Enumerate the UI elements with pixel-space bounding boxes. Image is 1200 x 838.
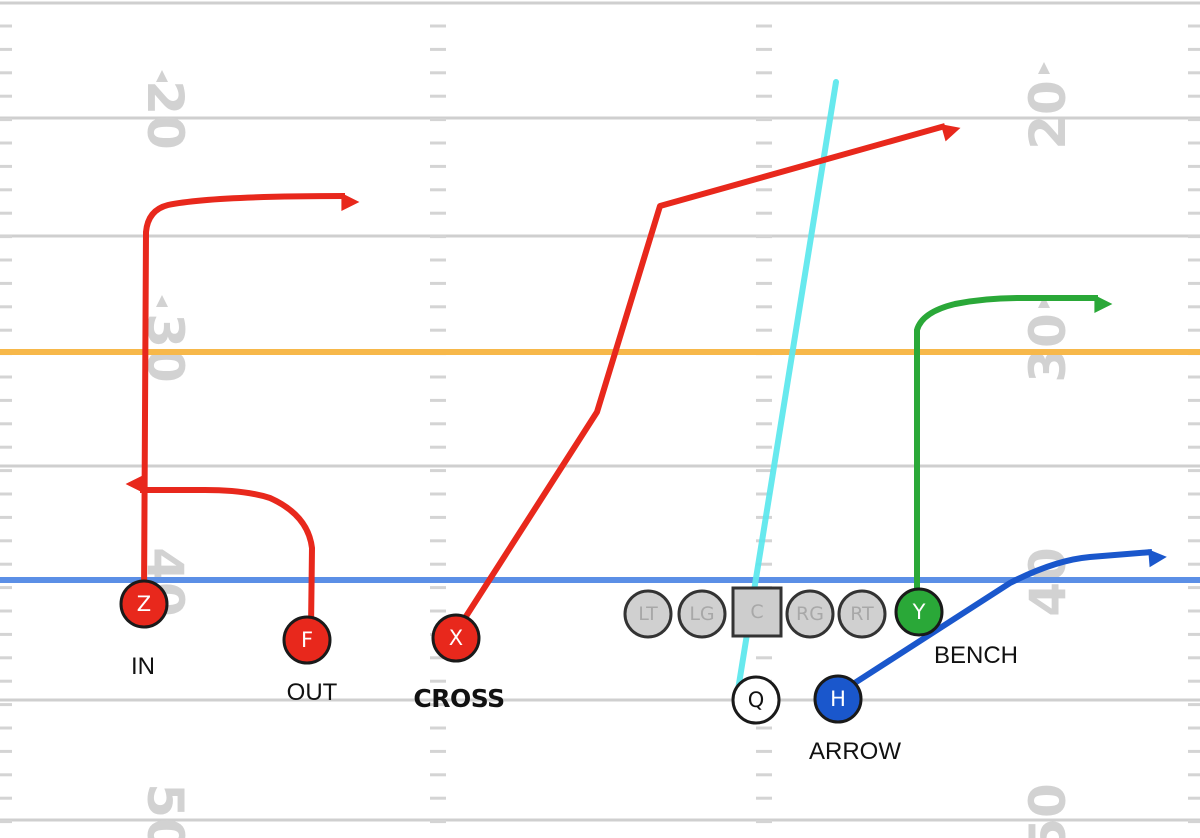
center-square — [731, 586, 783, 638]
player-y-circle — [894, 587, 944, 637]
lineman-lt-label: LT — [638, 603, 658, 625]
offensive-line: LT LG C RG RT — [623, 586, 887, 639]
yard-number: 30 — [1019, 313, 1077, 383]
player-h: H — [813, 674, 863, 724]
yard-number: 20 — [1019, 80, 1077, 150]
lineman-rt — [837, 589, 887, 639]
yard-numbers-right: 20 30 40 50 — [1019, 80, 1077, 838]
label-arrow: ARROW — [809, 738, 901, 765]
lineman-rg-label: RG — [796, 603, 824, 625]
route-h-arrow — [848, 549, 1167, 689]
label-out: OUT — [287, 679, 338, 706]
player-y-letter: Y — [912, 600, 926, 624]
lineman-rt-label: RT — [850, 603, 874, 625]
player-z-letter: Z — [137, 592, 151, 616]
player-h-letter: H — [830, 687, 846, 711]
player-x-letter: X — [449, 626, 463, 650]
lineman-lt — [623, 589, 673, 639]
hash-marks — [0, 24, 1200, 824]
yard-direction-arrow — [1038, 62, 1050, 74]
lineman-lg — [677, 589, 727, 639]
player-f: F — [282, 615, 332, 665]
route-y-bench — [914, 295, 1113, 598]
player-f-letter: F — [301, 628, 313, 652]
label-cross: CROSS — [413, 684, 504, 713]
lineman-lg-label: LG — [689, 603, 714, 625]
player-z: Z — [119, 579, 169, 629]
route-x-cross — [453, 123, 961, 634]
yard-number: 50 — [136, 783, 194, 838]
label-in: IN — [131, 653, 155, 680]
player-q: Q — [731, 675, 781, 725]
center-label: C — [750, 601, 763, 623]
lineman-rg — [785, 589, 835, 639]
player-z-circle — [119, 579, 169, 629]
yard-number: 20 — [136, 80, 194, 150]
yard-direction-arrow — [1038, 296, 1050, 308]
yard-number: 50 — [1019, 783, 1077, 838]
yard-arrows — [156, 62, 1050, 308]
yard-direction-arrow — [156, 295, 168, 307]
label-bench: BENCH — [934, 642, 1018, 669]
player-y: Y — [894, 587, 944, 637]
route-f-out — [125, 475, 315, 629]
player-x-circle — [431, 613, 481, 663]
player-h-circle — [813, 674, 863, 724]
player-q-letter: Q — [748, 688, 765, 712]
player-x: X — [431, 613, 481, 663]
player-f-circle — [282, 615, 332, 665]
player-q-circle — [731, 675, 781, 725]
yard-lines — [0, 1, 1200, 822]
yard-direction-arrow — [156, 70, 168, 82]
route-z-in — [141, 193, 360, 599]
